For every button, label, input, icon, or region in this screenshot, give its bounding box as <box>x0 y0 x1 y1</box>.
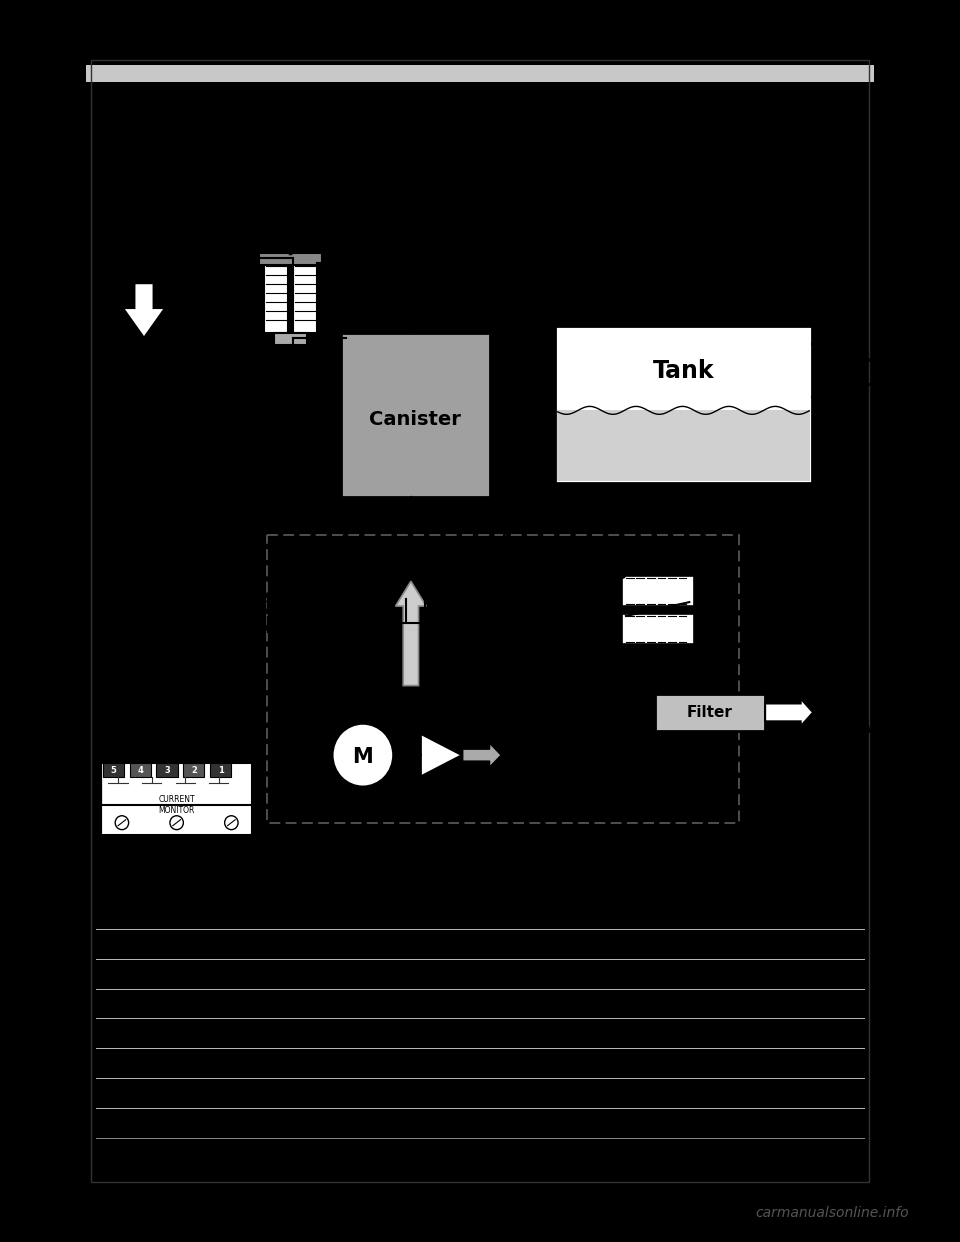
Text: Throttle
Plate: Throttle Plate <box>104 211 160 238</box>
Bar <box>341 333 490 497</box>
Text: Electric
Motor LDP: Electric Motor LDP <box>626 542 699 570</box>
Text: 0.5mm
Reference
Orifice: 0.5mm Reference Orifice <box>178 584 237 627</box>
Polygon shape <box>765 698 813 727</box>
Bar <box>156 763 178 777</box>
Text: 4: 4 <box>137 765 143 775</box>
Bar <box>103 763 124 777</box>
Text: PHASE 2 -  LEAK DETECTION: PHASE 2 - LEAK DETECTION <box>96 102 324 117</box>
Text: +: + <box>317 489 332 508</box>
Bar <box>183 763 204 777</box>
Bar <box>655 693 765 732</box>
Bar <box>267 616 276 632</box>
Text: 3: 3 <box>164 765 170 775</box>
Bar <box>622 576 694 606</box>
Polygon shape <box>420 733 463 777</box>
Circle shape <box>332 723 394 787</box>
Text: 2: 2 <box>191 765 197 775</box>
Circle shape <box>115 816 129 830</box>
Text: CURRENT
MONITOR: CURRENT MONITOR <box>158 795 195 815</box>
Text: Engine: Engine <box>104 345 162 360</box>
Text: M54engMS43/ST039/3/17/00: M54engMS43/ST039/3/17/00 <box>96 1165 257 1175</box>
Text: Canister: Canister <box>370 410 461 430</box>
Text: Once the test is concluded, the ECM stops the pump motor and immediately de-ener: Once the test is concluded, the ECM stop… <box>96 879 775 929</box>
Text: Purge
Valve: Purge Valve <box>278 211 320 238</box>
Bar <box>101 763 252 835</box>
Text: M: M <box>352 748 373 768</box>
Text: Tank: Tank <box>653 359 714 383</box>
Polygon shape <box>463 743 501 768</box>
Circle shape <box>225 816 238 830</box>
Bar <box>557 410 810 481</box>
Text: The ECM energizes the Change Over Valve allowing the pressurized air to enter th: The ECM energizes the Change Over Valve … <box>96 127 790 178</box>
Bar <box>274 333 307 345</box>
Bar <box>267 594 276 610</box>
Text: Pump: Pump <box>369 797 415 812</box>
Bar <box>210 763 231 777</box>
Bar <box>555 325 812 483</box>
Text: Change-Over
Valve: Change-Over Valve <box>384 539 476 568</box>
Text: Filter: Filter <box>686 705 732 720</box>
Bar <box>264 263 288 333</box>
Text: 1: 1 <box>218 765 224 775</box>
Polygon shape <box>123 283 165 338</box>
Bar <box>86 65 874 82</box>
Text: carmanualsonline.info: carmanualsonline.info <box>755 1206 908 1220</box>
Bar <box>622 614 694 643</box>
Bar <box>293 263 317 333</box>
Text: 5: 5 <box>110 765 116 775</box>
Text: +: + <box>496 489 512 508</box>
Polygon shape <box>396 581 426 686</box>
Circle shape <box>170 816 183 830</box>
Text: 22: 22 <box>96 1148 117 1163</box>
Circle shape <box>618 570 626 579</box>
Bar <box>130 763 151 777</box>
Bar <box>259 253 322 266</box>
Text: Fresh Air: Fresh Air <box>816 723 883 737</box>
Bar <box>267 534 739 822</box>
